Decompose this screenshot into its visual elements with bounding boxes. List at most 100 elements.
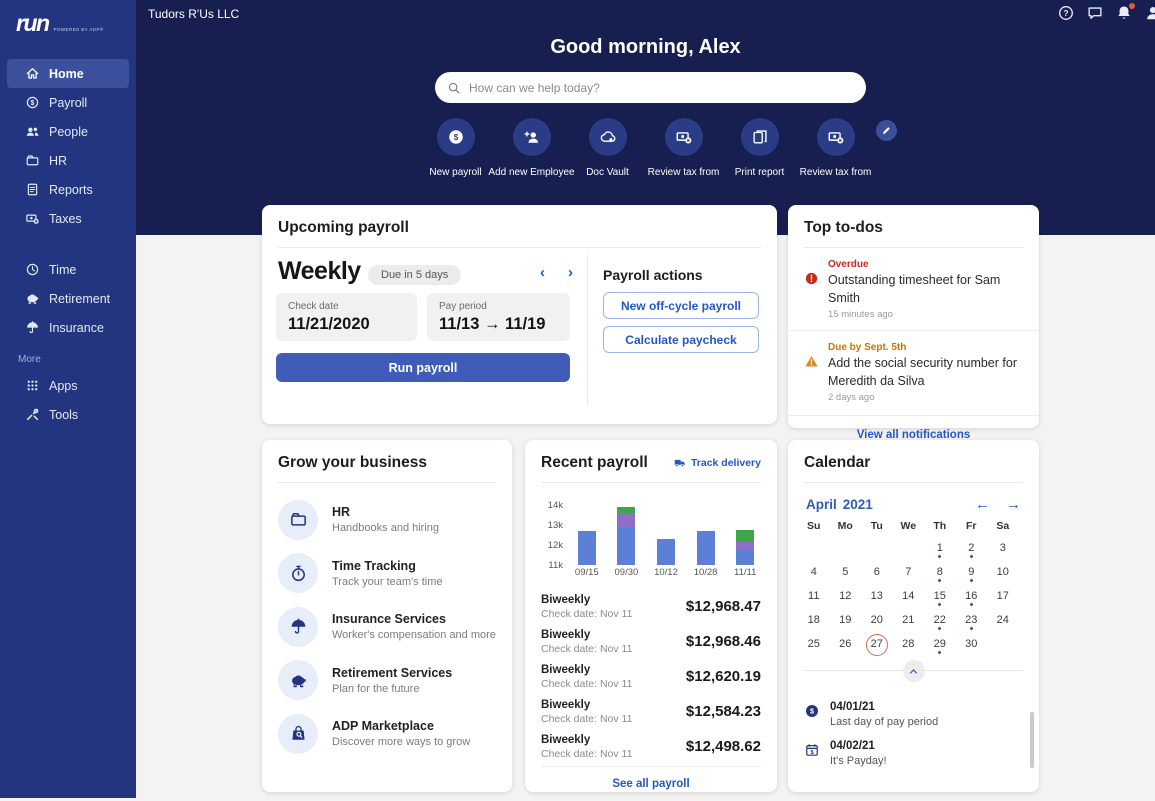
- run-payroll-button[interactable]: Run payroll: [276, 353, 570, 382]
- calendar-day-26[interactable]: 26: [830, 638, 862, 662]
- bar-segment-segment-1[interactable]: [577, 531, 596, 565]
- grow-item-insurance-services[interactable]: Insurance Services Worker's compensation …: [262, 600, 512, 654]
- shortcut-review-tax-form-2[interactable]: Review tax from: [798, 118, 874, 178]
- calendar-day-24[interactable]: 24: [987, 614, 1019, 638]
- sidebar-item-reports[interactable]: Reports: [7, 175, 129, 204]
- chat-icon[interactable]: [1086, 4, 1104, 22]
- sidebar-item-home[interactable]: Home: [7, 59, 129, 88]
- bar-segment-segment-1[interactable]: [696, 531, 715, 565]
- calendar-week: 18 19 20 21 22 23 24: [798, 614, 1029, 638]
- bell-icon[interactable]: [1115, 3, 1135, 22]
- bar-segment-segment-1[interactable]: [736, 550, 755, 565]
- calendar-day-14[interactable]: 14: [893, 590, 925, 614]
- calendar-day-22[interactable]: 22: [924, 614, 956, 638]
- shortcut-review-tax-form-1[interactable]: Review tax from: [646, 118, 722, 178]
- payroll-row[interactable]: Biweekly Check date: Nov 11 $12,584.23: [541, 694, 761, 729]
- calendar-event-last-day-of-pay-period[interactable]: 04/01/21 Last day of pay period: [804, 695, 1023, 734]
- calendar-event-payday[interactable]: 04/02/21 It's Payday!: [804, 734, 1023, 773]
- bar-segment-segment-2[interactable]: [617, 513, 636, 528]
- new-off-cycle-payroll-button[interactable]: New off-cycle payroll: [603, 292, 759, 319]
- collapse-calendar-button[interactable]: [902, 660, 925, 682]
- payroll-check-date: Check date: Nov 11: [541, 747, 633, 760]
- bar-segment-segment-1[interactable]: [656, 539, 675, 565]
- calendar-day-28[interactable]: 28: [893, 638, 925, 662]
- calendar-day-16[interactable]: 16: [956, 590, 988, 614]
- payroll-row[interactable]: Biweekly Check date: Nov 11 $12,498.62: [541, 729, 761, 764]
- todo-item[interactable]: Due by Sept. 5th Add the social security …: [788, 330, 1039, 413]
- calendar-day-17[interactable]: 17: [987, 590, 1019, 614]
- calendar-day-13[interactable]: 13: [861, 590, 893, 614]
- todo-tag: Due by Sept. 5th: [828, 342, 907, 353]
- calendar-day-7[interactable]: 7: [893, 566, 925, 590]
- calendar-day-20[interactable]: 20: [861, 614, 893, 638]
- sidebar-item-retirement[interactable]: Retirement: [7, 284, 129, 313]
- calendar-day-29[interactable]: 29: [924, 638, 956, 662]
- payroll-row[interactable]: Biweekly Check date: Nov 11 $12,620.19: [541, 659, 761, 694]
- calculate-paycheck-button[interactable]: Calculate paycheck: [603, 326, 759, 353]
- search-input[interactable]: [469, 80, 854, 95]
- track-delivery-link[interactable]: Track delivery: [673, 456, 761, 470]
- bar-segment-segment-3[interactable]: [617, 507, 636, 513]
- shortcut-doc-vault[interactable]: Doc Vault: [570, 118, 646, 178]
- shortcut-add-new-employee[interactable]: Add new Employee: [488, 118, 575, 178]
- shortcut-print-report[interactable]: Print report: [722, 118, 798, 178]
- calendar-day-1[interactable]: 1: [924, 542, 956, 566]
- user-icon: [1144, 4, 1155, 22]
- calendar-day-2[interactable]: 2: [956, 542, 988, 566]
- calendar-next-arrow[interactable]: →: [1006, 496, 1021, 513]
- calendar-day-18[interactable]: 18: [798, 614, 830, 638]
- grow-item-time-tracking[interactable]: Time Tracking Track your team's time: [262, 547, 512, 601]
- shortcut-new-payroll[interactable]: New payroll: [418, 118, 494, 178]
- sidebar-item-payroll[interactable]: Payroll: [7, 88, 129, 117]
- sidebar-item-taxes[interactable]: Taxes: [7, 204, 129, 233]
- calendar-day-8[interactable]: 8: [924, 566, 956, 590]
- upcoming-payroll-card: Upcoming payroll Weekly Due in 5 days ‹ …: [262, 205, 777, 424]
- calendar-day-6[interactable]: 6: [861, 566, 893, 590]
- calendar-prev-arrow[interactable]: ←: [975, 496, 990, 513]
- todo-item[interactable]: Overdue Outstanding timesheet for Sam Smi…: [788, 248, 1039, 330]
- review-tax-form-1-icon: [675, 128, 693, 146]
- prev-payroll-chevron[interactable]: ‹: [540, 264, 545, 281]
- help-icon[interactable]: [1057, 4, 1075, 22]
- calendar-day-11[interactable]: 11: [798, 590, 830, 614]
- calendar-day-3[interactable]: 3: [987, 542, 1019, 566]
- sidebar-item-apps[interactable]: Apps: [7, 371, 129, 400]
- bar-segment-segment-3[interactable]: [736, 530, 755, 542]
- grow-item-hr[interactable]: HR Handbooks and hiring: [262, 493, 512, 547]
- calendar-day-19[interactable]: 19: [830, 614, 862, 638]
- calendar-day-23[interactable]: 23: [956, 614, 988, 638]
- calendar-day-10[interactable]: 10: [987, 566, 1019, 590]
- events-scrollbar[interactable]: [1030, 712, 1034, 768]
- edit-shortcuts-button[interactable]: [876, 120, 897, 141]
- sidebar-item-tools[interactable]: Tools: [7, 400, 129, 429]
- x-axis-label: 10/12: [654, 567, 678, 578]
- payroll-row[interactable]: Biweekly Check date: Nov 11 $12,968.46: [541, 624, 761, 659]
- sidebar-item-time[interactable]: Time: [7, 255, 129, 284]
- calendar-day-30[interactable]: 30: [956, 638, 988, 662]
- bar-segment-segment-1[interactable]: [617, 528, 636, 565]
- calendar-day-15[interactable]: 15: [924, 590, 956, 614]
- search-bar[interactable]: [435, 72, 866, 103]
- next-payroll-chevron[interactable]: ›: [568, 264, 573, 281]
- calendar-day-5[interactable]: 5: [830, 566, 862, 590]
- calendar-day-21[interactable]: 21: [893, 614, 925, 638]
- more-section-label: More: [18, 354, 41, 365]
- grow-item-adp-marketplace[interactable]: ADP Marketplace Discover more ways to gro…: [262, 707, 512, 761]
- grow-icon-circle: [278, 499, 318, 540]
- bar-segment-segment-2[interactable]: [736, 542, 755, 550]
- payroll-amount: $12,620.19: [685, 668, 761, 685]
- calendar-day-25[interactable]: 25: [798, 638, 830, 662]
- payroll-row[interactable]: Biweekly Check date: Nov 11 $12,968.47: [541, 589, 761, 624]
- grow-item-retirement-services[interactable]: Retirement Services Plan for the future: [262, 654, 512, 708]
- calendar-day-12[interactable]: 12: [830, 590, 862, 614]
- view-all-notifications-link[interactable]: View all notifications: [788, 415, 1039, 454]
- calendar-day-4[interactable]: 4: [798, 566, 830, 590]
- calendar-day-27[interactable]: 27: [861, 634, 893, 662]
- sidebar-item-hr[interactable]: HR: [7, 146, 129, 175]
- sidebar-item-people[interactable]: People: [7, 117, 129, 146]
- sidebar-item-insurance[interactable]: Insurance: [7, 313, 129, 342]
- calendar-day-9[interactable]: 9: [956, 566, 988, 590]
- see-all-payroll-link[interactable]: See all payroll: [541, 766, 761, 801]
- user-icon[interactable]: [1144, 4, 1155, 22]
- logo[interactable]: run POWERED BY ADP®: [0, 0, 136, 37]
